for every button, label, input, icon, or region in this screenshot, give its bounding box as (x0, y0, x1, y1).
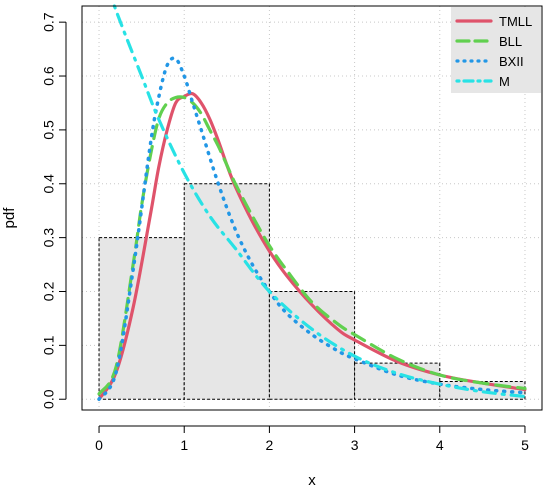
y-tick-label-2: 0.2 (41, 282, 57, 302)
y-tick-label-3: 0.3 (41, 228, 57, 248)
histogram-bar-1 (183, 183, 270, 400)
y-axis-label: pdf (1, 207, 18, 229)
x-tick-label-2: 2 (266, 437, 274, 453)
series-layer (97, 4, 527, 401)
x-axis-label: x (308, 472, 316, 489)
x-tick-label-3: 3 (351, 437, 359, 453)
legend-label-tmll: TMLL (499, 14, 532, 29)
y-tick-label-7: 0.7 (41, 12, 57, 32)
y-tick-label-5: 0.5 (41, 120, 57, 140)
axis-layer: 0 1 2 3 4 5 0.0 0.1 0.2 0.3 0.4 0.5 0.6 0.7 (41, 12, 529, 453)
histogram-layer (98, 183, 526, 400)
y-tick-label-4: 0.4 (41, 174, 57, 194)
legend-label-bll: BLL (499, 34, 522, 49)
legend: TMLL BLL BXII M (451, 7, 541, 93)
x-tick-label-4: 4 (436, 437, 444, 453)
x-tick-label-1: 1 (180, 437, 188, 453)
y-tick-label-6: 0.6 (41, 66, 57, 86)
plot-frame (81, 5, 543, 411)
series-line-bll (97, 95, 527, 396)
x-tick-label-5: 5 (521, 437, 529, 453)
legend-label-bxii: BXII (499, 54, 524, 69)
series-line-m (112, 4, 527, 399)
y-tick-label-0: 0.0 (41, 389, 57, 409)
histogram-bar-2 (268, 290, 356, 400)
y-tick-label-1: 0.1 (41, 335, 57, 355)
legend-label-m: M (499, 74, 510, 89)
x-tick-label-0: 0 (95, 437, 103, 453)
